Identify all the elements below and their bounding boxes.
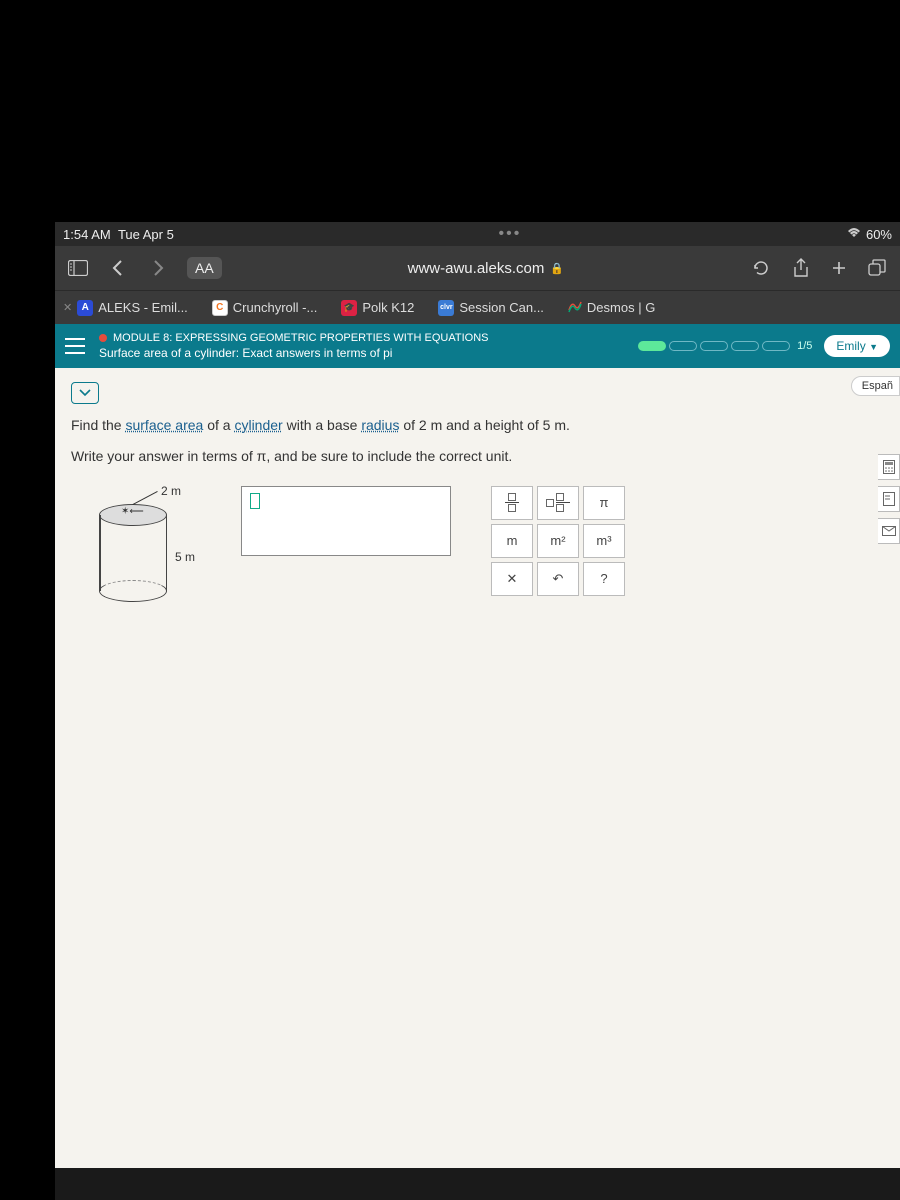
progress-indicator: 1/5 (638, 340, 812, 352)
q-part: Find the (71, 417, 125, 433)
radius-label: 2 m (161, 484, 181, 498)
side-toolbar (878, 454, 900, 544)
cylinder-diagram: ✶⟵ 2 m 5 m (71, 486, 201, 626)
unit-m2-tool[interactable]: m² (537, 524, 579, 558)
message-icon[interactable] (878, 518, 900, 544)
lock-icon: 🔒 (550, 262, 564, 275)
undo-tool[interactable]: ↶ (537, 562, 579, 596)
notepad-icon[interactable] (878, 486, 900, 512)
language-toggle[interactable]: Españ (851, 376, 900, 396)
progress-pill (731, 341, 759, 351)
input-cursor (250, 493, 260, 509)
close-icon[interactable]: ✕ (63, 301, 72, 314)
cylinder-bottom-front (99, 580, 167, 602)
term-cylinder[interactable]: cylinder (234, 417, 282, 433)
question-panel: Españ Find the surface area of a cylinde… (55, 368, 900, 1168)
status-bar: 1:54 AM Tue Apr 5 ••• 60% (55, 222, 900, 246)
work-area: ✶⟵ 2 m 5 m π m m² m³ ✕ ↶ ? (71, 486, 884, 626)
fav-icon-a: A (77, 300, 93, 316)
date-text: Tue Apr 5 (118, 227, 174, 242)
tool-palette: π m m² m³ ✕ ↶ ? (491, 486, 625, 596)
sidebar-icon[interactable] (67, 257, 89, 279)
user-menu[interactable]: Emily ▼ (824, 335, 890, 357)
module-name: MODULE 8: EXPRESSING GEOMETRIC PROPERTIE… (113, 332, 488, 344)
fav-icon-c: C (212, 300, 228, 316)
cylinder-side (99, 515, 101, 591)
chevron-down-icon: ▼ (869, 342, 878, 352)
wifi-icon (846, 227, 862, 242)
instruction-text: Write your answer in terms of π, and be … (71, 448, 884, 464)
radius-line (133, 491, 159, 506)
help-tool[interactable]: ? (583, 562, 625, 596)
ipad-screen: 1:54 AM Tue Apr 5 ••• 60% AA www-awu.ale… (55, 222, 900, 1200)
new-tab-icon[interactable] (828, 257, 850, 279)
q-part: of a (203, 417, 234, 433)
answer-input[interactable] (241, 486, 451, 556)
module-info: MODULE 8: EXPRESSING GEOMETRIC PROPERTIE… (99, 332, 638, 360)
favorites-bar: ✕ A ALEKS - Emil... C Crunchyroll -... 🎓… (55, 290, 900, 324)
q-part: with a base (283, 417, 362, 433)
status-right: 60% (846, 227, 892, 242)
radius-arrow: ✶⟵ (121, 506, 144, 517)
cylinder-side (166, 515, 168, 591)
reload-icon[interactable] (750, 257, 772, 279)
progress-text: 1/5 (797, 340, 812, 352)
fav-icon-polk: 🎓 (341, 300, 357, 316)
time-text: 1:54 AM (63, 227, 111, 242)
battery-text: 60% (866, 227, 892, 242)
collapse-button[interactable] (71, 382, 99, 404)
back-icon[interactable] (107, 257, 129, 279)
text-size-button[interactable]: AA (187, 257, 222, 279)
topic-name: Surface area of a cylinder: Exact answer… (99, 346, 638, 360)
hamburger-icon[interactable] (65, 338, 85, 354)
fav-label: Session Can... (459, 300, 544, 315)
term-surface-area[interactable]: surface area (125, 417, 203, 433)
fav-icon-clvr: clvr (438, 300, 454, 316)
pi-tool[interactable]: π (583, 486, 625, 520)
progress-pill (669, 341, 697, 351)
red-dot-icon (99, 334, 107, 342)
url-text: www-awu.aleks.com (408, 260, 545, 277)
term-radius[interactable]: radius (361, 417, 399, 433)
fav-crunchyroll[interactable]: C Crunchyroll -... (212, 300, 318, 316)
unit-m3-tool[interactable]: m³ (583, 524, 625, 558)
share-icon[interactable] (790, 257, 812, 279)
height-label: 5 m (175, 550, 195, 564)
fav-label: Polk K12 (362, 300, 414, 315)
q-part: of 2 m and a height of 5 m. (399, 417, 569, 433)
forward-icon[interactable] (147, 257, 169, 279)
fav-label: Crunchyroll -... (233, 300, 318, 315)
safari-nav: AA www-awu.aleks.com 🔒 (55, 246, 900, 290)
progress-pill (700, 341, 728, 351)
user-name: Emily (836, 339, 865, 353)
question-text: Find the surface area of a cylinder with… (71, 414, 884, 438)
status-time: 1:54 AM Tue Apr 5 (63, 227, 174, 242)
fav-label: Desmos | G (587, 300, 655, 315)
mixed-fraction-tool[interactable] (537, 486, 579, 520)
fav-label: ALEKS - Emil... (98, 300, 188, 315)
url-bar[interactable]: www-awu.aleks.com 🔒 (240, 260, 732, 277)
fraction-tool[interactable] (491, 486, 533, 520)
fav-icon-desmos (568, 299, 582, 316)
fav-polk[interactable]: 🎓 Polk K12 (341, 300, 414, 316)
unit-m-tool[interactable]: m (491, 524, 533, 558)
status-dots[interactable]: ••• (174, 225, 846, 243)
tabs-icon[interactable] (866, 257, 888, 279)
clear-tool[interactable]: ✕ (491, 562, 533, 596)
progress-pill (638, 341, 666, 351)
progress-pill (762, 341, 790, 351)
calculator-icon[interactable] (878, 454, 900, 480)
fav-desmos[interactable]: Desmos | G (568, 299, 655, 316)
aleks-header: MODULE 8: EXPRESSING GEOMETRIC PROPERTIE… (55, 324, 900, 368)
fav-session[interactable]: clvr Session Can... (438, 300, 544, 316)
fav-aleks[interactable]: ✕ A ALEKS - Emil... (63, 300, 188, 316)
